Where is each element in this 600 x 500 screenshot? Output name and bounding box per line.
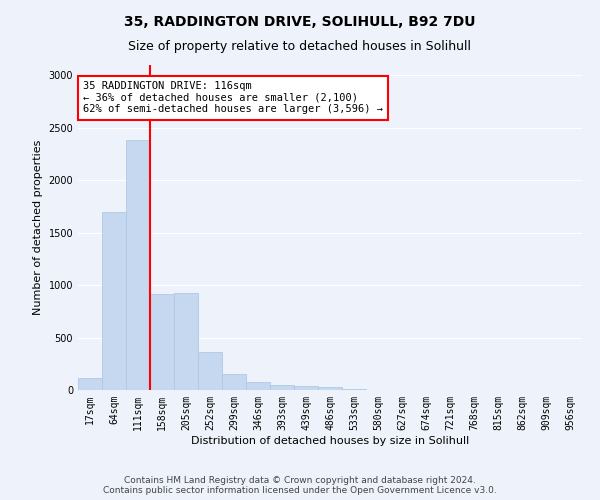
Bar [102, 212, 126, 390]
Bar [294, 386, 318, 390]
Y-axis label: Number of detached properties: Number of detached properties [33, 140, 43, 315]
Bar [318, 387, 342, 390]
Bar [246, 382, 270, 390]
Text: Size of property relative to detached houses in Solihull: Size of property relative to detached ho… [128, 40, 472, 53]
Text: 35, RADDINGTON DRIVE, SOLIHULL, B92 7DU: 35, RADDINGTON DRIVE, SOLIHULL, B92 7DU [124, 15, 476, 29]
Text: Contains HM Land Registry data © Crown copyright and database right 2024.
Contai: Contains HM Land Registry data © Crown c… [103, 476, 497, 495]
Bar [78, 378, 102, 390]
Bar [150, 294, 174, 390]
Bar [222, 374, 246, 390]
Bar [270, 385, 294, 390]
Bar [198, 352, 222, 390]
Bar [126, 140, 150, 390]
Bar [174, 292, 198, 390]
X-axis label: Distribution of detached houses by size in Solihull: Distribution of detached houses by size … [191, 436, 469, 446]
Text: 35 RADDINGTON DRIVE: 116sqm
← 36% of detached houses are smaller (2,100)
62% of : 35 RADDINGTON DRIVE: 116sqm ← 36% of det… [83, 81, 383, 114]
